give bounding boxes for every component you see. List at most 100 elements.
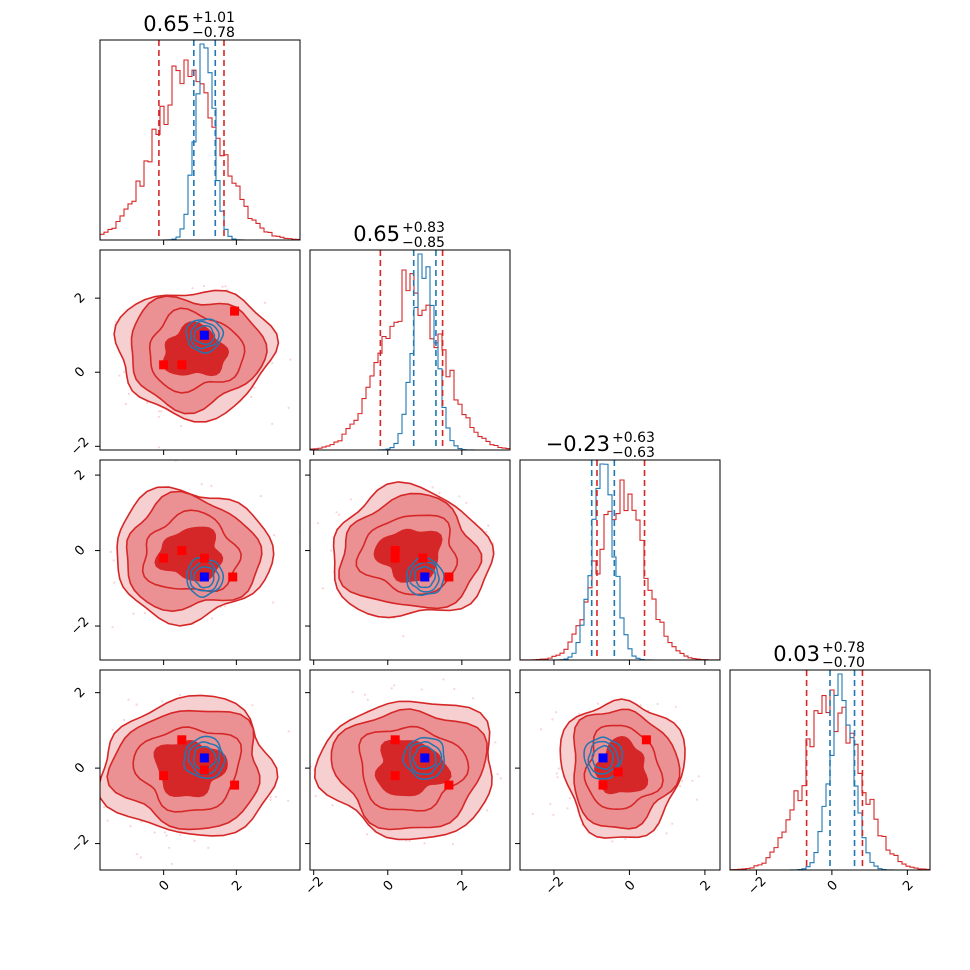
red-marker-4 — [444, 572, 454, 582]
scatter-point — [451, 843, 454, 846]
scatter-point — [74, 755, 76, 757]
red-marker-3 — [418, 553, 428, 563]
blue-contour-3 — [193, 324, 216, 345]
x-tick-label: 2 — [698, 878, 714, 894]
scatter-point — [438, 491, 441, 494]
scatter-point — [499, 777, 502, 780]
scatter-point — [112, 559, 115, 562]
scatter-point — [224, 605, 227, 608]
scatter-point — [253, 386, 256, 389]
marginal-panel-1 — [100, 40, 300, 240]
blue-contour-2 — [189, 560, 220, 592]
scatter-point — [191, 287, 194, 290]
marginal-panel-4 — [730, 670, 930, 870]
panel-frame — [309, 459, 511, 661]
scatter-point — [287, 406, 290, 409]
panel-frame — [99, 459, 301, 661]
scatter-point — [549, 802, 552, 806]
scatter-point — [639, 704, 642, 707]
blue-marker — [598, 753, 608, 763]
scatter-point — [111, 626, 114, 629]
scatter-point — [109, 550, 112, 554]
scatter-point — [111, 728, 114, 731]
joint-panel-6 — [531, 698, 700, 843]
blue-contour-2 — [189, 320, 220, 350]
scatter-point — [465, 501, 468, 504]
x-tick-label: 0 — [156, 878, 172, 894]
y-tick-label: −2 — [68, 614, 92, 638]
scatter-point — [207, 846, 210, 850]
scatter-point — [557, 767, 560, 770]
x-tick-label: 0 — [622, 878, 638, 894]
scatter-point — [402, 635, 405, 638]
red-marker-2 — [177, 546, 187, 556]
scatter-point — [494, 741, 497, 744]
scatter-point — [524, 779, 526, 781]
blue-contour-1 — [186, 557, 225, 598]
y-tick-label: 2 — [72, 290, 88, 306]
marginal-title-3: −0.23 — [546, 432, 610, 456]
scatter-point — [363, 693, 366, 696]
scatter-point — [73, 318, 75, 320]
scatter-point — [555, 711, 558, 714]
scatter-point — [91, 524, 93, 526]
scatter-point — [679, 785, 682, 788]
scatter-point — [94, 344, 96, 346]
blue-contour-2 — [187, 741, 221, 776]
scatter-point — [210, 617, 213, 620]
red-marker-4 — [230, 780, 240, 790]
scatter-point — [674, 705, 677, 708]
y-tick-label: 0 — [72, 760, 88, 776]
scatter-point — [338, 513, 341, 516]
title-plus-1: +1.01 — [192, 10, 235, 26]
y-tick-label: 2 — [72, 685, 88, 701]
scatter-point — [486, 809, 489, 812]
scatter-point — [180, 424, 183, 427]
scatter-point — [596, 702, 600, 705]
blue-contour-2 — [409, 741, 443, 776]
panel-frame — [519, 459, 721, 661]
blue-contour-3 — [193, 745, 217, 771]
title-plus-2: +0.83 — [402, 220, 445, 236]
joint-panel-5 — [310, 678, 526, 846]
scatter-point — [390, 687, 393, 690]
scatter-point — [118, 374, 121, 377]
scatter-point — [221, 285, 224, 288]
scatter-point — [568, 797, 572, 800]
marginal-title-1: 0.65 — [143, 12, 190, 36]
title-plus-3: +0.63 — [612, 430, 655, 446]
scatter-point — [514, 789, 516, 791]
scatter-point — [143, 612, 147, 615]
scatter-point — [453, 687, 456, 691]
x-tick-label: −2 — [303, 874, 327, 898]
red-marker-1 — [390, 735, 400, 745]
scatter-point — [114, 320, 117, 323]
x-tick-label: 0 — [381, 878, 397, 894]
blue-contour-3 — [412, 745, 437, 770]
scatter-point — [153, 831, 156, 834]
red-contour-4 — [153, 740, 228, 798]
scatter-point — [224, 285, 227, 288]
blue-marker — [199, 330, 209, 340]
scatter-point — [551, 718, 554, 721]
scatter-point — [250, 395, 253, 399]
scatter-point — [45, 762, 47, 764]
scatter-point — [656, 702, 659, 706]
red-marker-1 — [159, 360, 169, 370]
scatter-point — [106, 819, 109, 822]
red-marker-3 — [199, 765, 209, 775]
scatter-point — [578, 712, 581, 715]
title-minus-3: −0.63 — [612, 445, 655, 461]
blue-contour-1 — [583, 736, 624, 780]
scatter-point — [329, 549, 333, 552]
scatter-point — [251, 704, 254, 707]
scatter-point — [306, 547, 308, 549]
red-marker-1 — [159, 771, 169, 781]
red-marker-3 — [230, 306, 240, 316]
scatter-point — [552, 813, 555, 816]
red-marker-4 — [228, 572, 238, 582]
panel-frame — [729, 669, 931, 871]
scatter-point — [122, 718, 125, 722]
title-plus-4: +0.78 — [822, 640, 865, 656]
scatter-point — [681, 780, 684, 783]
